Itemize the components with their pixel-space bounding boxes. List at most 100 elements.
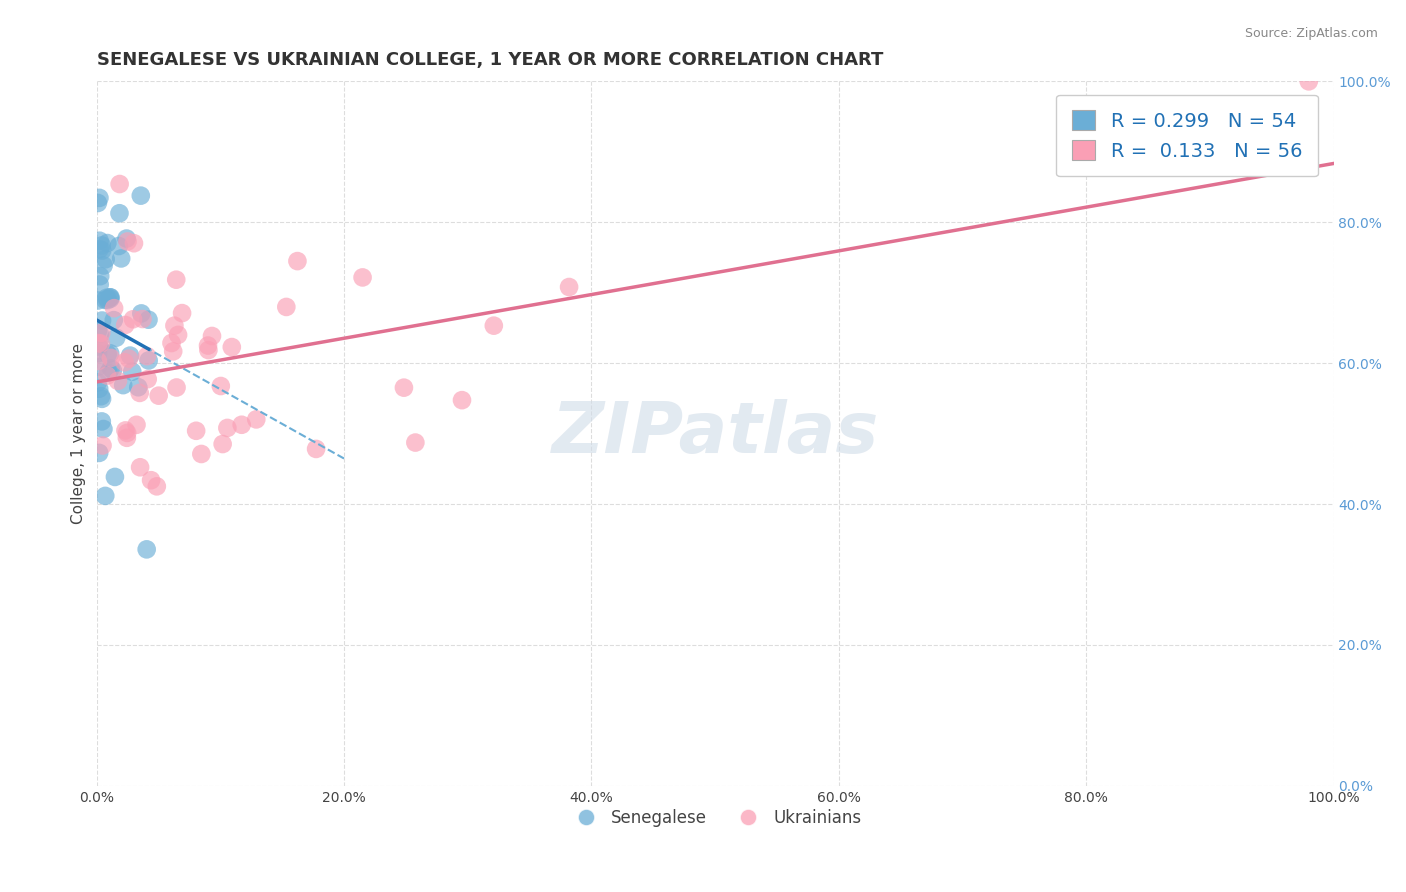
Point: [94, 489, 117, 503]
Point: [482, 318, 505, 333]
Point: [94, 293, 117, 307]
Point: [392, 381, 415, 395]
Point: [115, 231, 138, 245]
Point: [115, 431, 138, 445]
Point: [125, 417, 148, 432]
Point: [558, 280, 581, 294]
Point: [287, 254, 309, 268]
Point: [97, 366, 120, 380]
Point: [197, 338, 219, 352]
Point: [91, 438, 114, 452]
Point: [197, 343, 219, 357]
Point: [131, 312, 153, 326]
Point: [90, 389, 112, 403]
Point: [87, 354, 110, 368]
Point: [87, 346, 110, 360]
Text: SENEGALESE VS UKRAINIAN COLLEGE, 1 YEAR OR MORE CORRELATION CHART: SENEGALESE VS UKRAINIAN COLLEGE, 1 YEAR …: [97, 51, 883, 69]
Point: [305, 442, 328, 456]
Point: [101, 363, 124, 377]
Point: [166, 380, 188, 394]
Point: [118, 351, 141, 366]
Point: [129, 460, 152, 475]
Point: [146, 479, 169, 493]
Point: [89, 242, 111, 256]
Point: [103, 301, 125, 315]
Point: [129, 188, 152, 202]
Point: [128, 385, 150, 400]
Point: [103, 313, 125, 327]
Point: [404, 435, 426, 450]
Point: [89, 326, 111, 341]
Point: [100, 351, 122, 365]
Point: [117, 235, 139, 249]
Point: [98, 292, 121, 306]
Point: [96, 293, 118, 307]
Point: [100, 290, 122, 304]
Point: [131, 306, 153, 320]
Point: [100, 361, 122, 376]
Point: [451, 393, 474, 408]
Point: [167, 327, 190, 342]
Point: [89, 382, 111, 396]
Point: [98, 290, 121, 304]
Point: [211, 437, 233, 451]
Point: [122, 236, 145, 251]
Point: [87, 336, 110, 351]
Point: [114, 355, 136, 369]
Point: [138, 312, 160, 326]
Point: [87, 293, 110, 308]
Point: [162, 344, 184, 359]
Point: [139, 473, 162, 487]
Point: [108, 177, 131, 191]
Point: [231, 417, 253, 432]
Point: [352, 270, 374, 285]
Point: [245, 412, 267, 426]
Point: [91, 244, 114, 258]
Point: [160, 336, 183, 351]
Point: [87, 196, 110, 211]
Point: [96, 235, 118, 250]
Point: [87, 336, 110, 351]
Point: [136, 349, 159, 363]
Text: Source: ZipAtlas.com: Source: ZipAtlas.com: [1244, 27, 1378, 40]
Point: [1298, 74, 1320, 88]
Point: [217, 421, 239, 435]
Legend: Senegalese, Ukrainians: Senegalese, Ukrainians: [562, 803, 868, 834]
Point: [94, 252, 117, 267]
Point: [186, 424, 208, 438]
Point: [163, 318, 186, 333]
Point: [89, 234, 111, 248]
Point: [114, 318, 136, 332]
Point: [138, 353, 160, 368]
Point: [136, 372, 159, 386]
Point: [172, 306, 194, 320]
Point: [120, 349, 142, 363]
Point: [110, 252, 132, 266]
Point: [90, 336, 112, 351]
Point: [91, 313, 114, 327]
Point: [93, 259, 115, 273]
Point: [90, 326, 112, 340]
Point: [89, 191, 111, 205]
Point: [127, 380, 149, 394]
Point: [98, 346, 121, 360]
Point: [87, 359, 110, 374]
Point: [221, 340, 243, 354]
Point: [91, 392, 114, 406]
Point: [87, 324, 110, 338]
Point: [87, 376, 110, 390]
Point: [148, 389, 170, 403]
Point: [135, 542, 157, 557]
Point: [89, 446, 111, 460]
Point: [96, 368, 118, 383]
Point: [201, 329, 224, 343]
Point: [96, 291, 118, 305]
Point: [107, 374, 129, 388]
Point: [104, 470, 127, 484]
Point: [97, 347, 120, 361]
Point: [105, 331, 128, 345]
Point: [107, 239, 129, 253]
Point: [93, 422, 115, 436]
Point: [112, 378, 135, 392]
Point: [90, 238, 112, 252]
